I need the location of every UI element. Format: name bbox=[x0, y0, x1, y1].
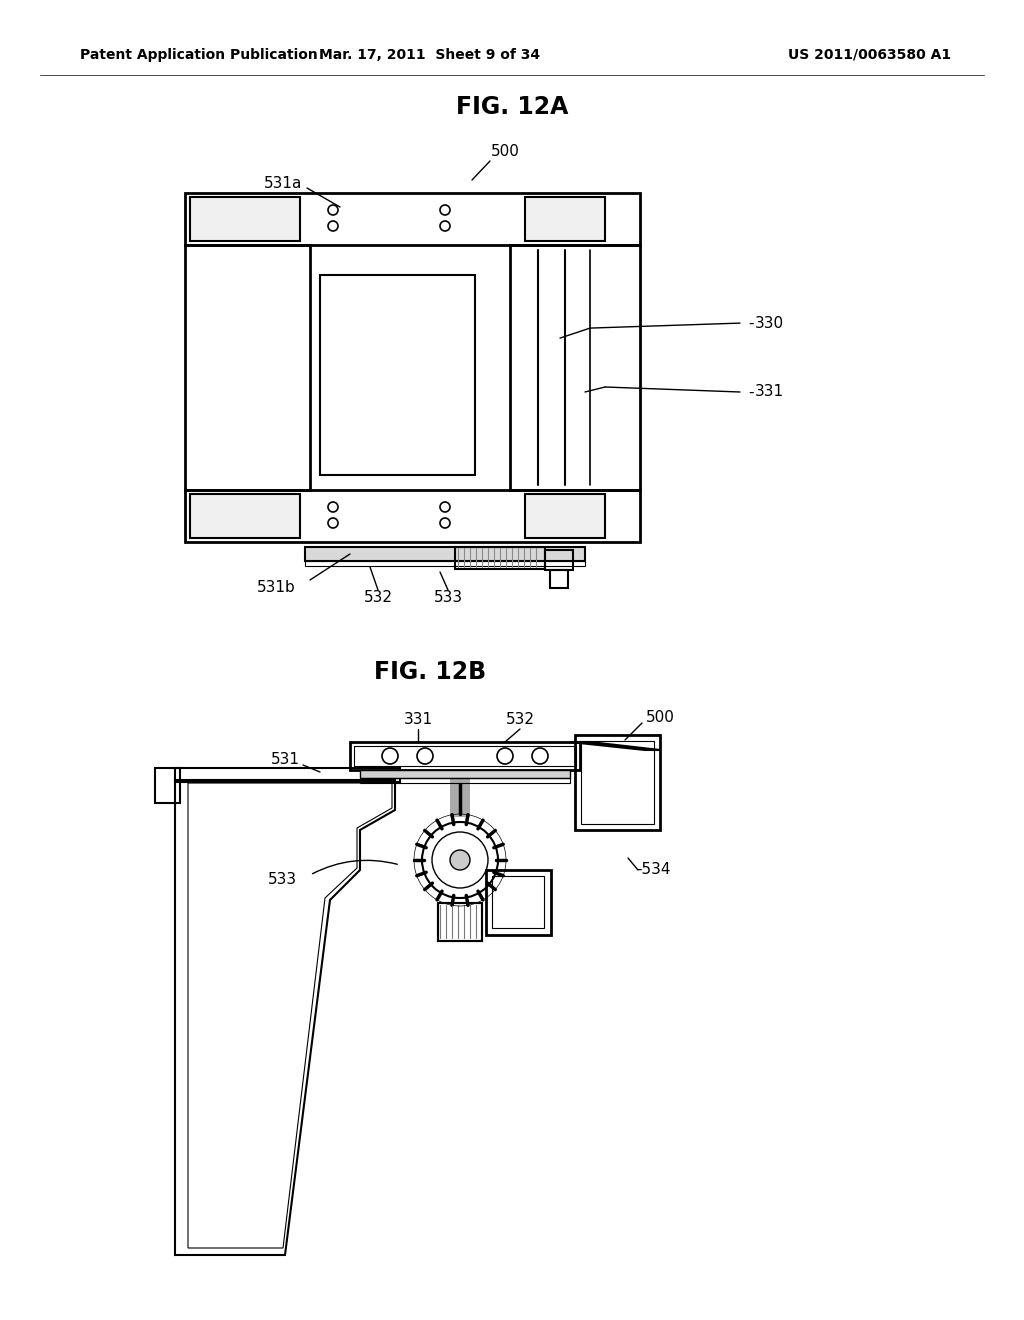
Bar bbox=[354, 746, 575, 766]
Bar bbox=[525, 197, 605, 242]
Text: 533: 533 bbox=[267, 873, 297, 887]
Text: FIG. 12A: FIG. 12A bbox=[456, 95, 568, 119]
Text: 531: 531 bbox=[270, 752, 299, 767]
Bar bbox=[190, 197, 300, 242]
Bar bbox=[575, 735, 660, 830]
Bar bbox=[545, 550, 573, 570]
Text: Mar. 17, 2011  Sheet 9 of 34: Mar. 17, 2011 Sheet 9 of 34 bbox=[319, 48, 541, 62]
Bar bbox=[486, 870, 551, 935]
Text: 500: 500 bbox=[645, 710, 675, 726]
Bar bbox=[305, 546, 585, 561]
Bar bbox=[492, 876, 544, 928]
Text: -: - bbox=[748, 384, 754, 400]
Bar bbox=[581, 741, 654, 824]
Bar bbox=[175, 768, 400, 781]
Bar bbox=[438, 903, 482, 941]
Bar bbox=[550, 570, 568, 587]
Bar bbox=[455, 546, 545, 569]
Text: 532: 532 bbox=[506, 713, 535, 727]
Bar bbox=[155, 768, 180, 803]
Bar bbox=[185, 193, 640, 246]
Text: FIG. 12B: FIG. 12B bbox=[374, 660, 486, 684]
Text: 330: 330 bbox=[755, 315, 784, 330]
Bar bbox=[305, 561, 585, 566]
Bar bbox=[185, 246, 310, 490]
Bar bbox=[319, 275, 475, 475]
Bar bbox=[450, 775, 470, 817]
Bar bbox=[185, 490, 640, 543]
Bar bbox=[360, 777, 570, 783]
Bar bbox=[438, 903, 482, 941]
Text: 531b: 531b bbox=[257, 579, 295, 594]
Bar bbox=[525, 494, 605, 539]
Text: 331: 331 bbox=[755, 384, 784, 400]
Bar bbox=[190, 494, 300, 539]
Text: 531a: 531a bbox=[264, 176, 302, 190]
Text: 331: 331 bbox=[403, 713, 432, 727]
Bar bbox=[350, 742, 580, 770]
Bar bbox=[360, 770, 570, 777]
Text: 500: 500 bbox=[490, 144, 519, 160]
Text: 532: 532 bbox=[364, 590, 392, 605]
Text: US 2011/0063580 A1: US 2011/0063580 A1 bbox=[788, 48, 951, 62]
Text: Patent Application Publication: Patent Application Publication bbox=[80, 48, 317, 62]
Bar bbox=[510, 246, 640, 490]
Text: -534: -534 bbox=[636, 862, 671, 878]
Text: 533: 533 bbox=[433, 590, 463, 605]
Circle shape bbox=[450, 850, 470, 870]
Text: -: - bbox=[748, 315, 754, 330]
